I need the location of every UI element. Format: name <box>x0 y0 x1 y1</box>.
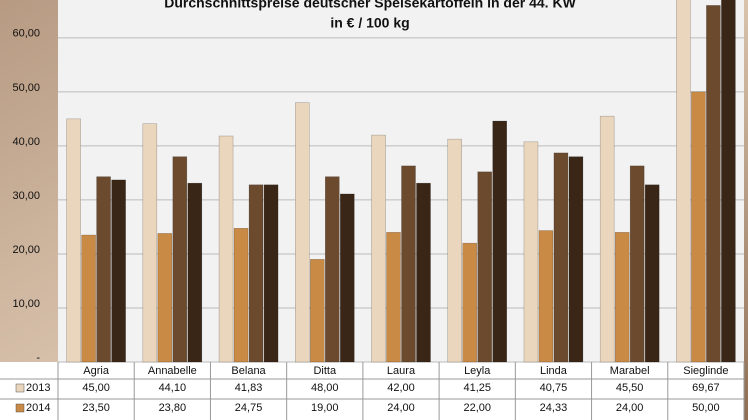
bar <box>644 184 660 363</box>
legend-swatch <box>15 403 25 413</box>
table-value: 24,33 <box>540 402 568 414</box>
y-tick-label: 30,00 <box>12 190 40 202</box>
x-tick-label: Leyla <box>464 365 491 377</box>
y-tick-label: 50,00 <box>12 82 40 94</box>
table-value: 22,00 <box>463 402 491 414</box>
table-value: 41,25 <box>463 382 491 394</box>
y-tick-label: 10,00 <box>12 298 40 310</box>
legend-label: 2013 <box>26 382 50 394</box>
bar <box>477 171 492 363</box>
bar <box>691 91 706 363</box>
bar <box>310 259 325 363</box>
table-value: 69,67 <box>692 382 720 394</box>
y-tick-label: - <box>36 352 40 364</box>
y-tick-label: 40,00 <box>12 136 40 148</box>
bar <box>340 193 355 363</box>
y-tick-label: 60,00 <box>12 28 40 40</box>
plot-area <box>58 0 744 362</box>
bar <box>721 0 736 363</box>
bar <box>248 184 264 363</box>
x-tick-label: Sieglinde <box>683 365 728 377</box>
bar <box>371 134 386 363</box>
x-tick-label: Laura <box>387 365 416 377</box>
table-value: 24,00 <box>616 402 644 414</box>
table-value: 45,50 <box>616 382 644 394</box>
table-value: 42,00 <box>387 382 415 394</box>
table-value: 45,00 <box>82 382 110 394</box>
bar <box>599 115 615 363</box>
bar <box>629 165 645 363</box>
bar <box>233 228 249 363</box>
bar <box>325 176 340 363</box>
bar <box>142 123 158 363</box>
x-tick-label: Agria <box>83 365 110 377</box>
bar <box>218 135 234 363</box>
bar <box>386 232 401 363</box>
chart-subtitle: in € / 100 kg <box>330 15 409 31</box>
bar <box>66 118 81 363</box>
bar <box>568 156 584 363</box>
bar <box>538 230 554 363</box>
bar <box>523 141 539 363</box>
bar <box>462 242 477 363</box>
bar <box>401 165 416 363</box>
y-tick-label: 20,00 <box>12 244 40 256</box>
table-value: 24,00 <box>387 402 415 414</box>
bar <box>614 232 630 363</box>
table-value: 44,10 <box>159 382 187 394</box>
bar <box>553 152 569 363</box>
bar <box>96 176 111 363</box>
table-value: 41,83 <box>235 382 263 394</box>
bar <box>416 182 431 363</box>
bar <box>81 234 96 363</box>
chart-title: Durchschnittspreise deutscher Speisekart… <box>164 0 576 11</box>
x-tick-label: Annabelle <box>148 365 197 377</box>
legend-swatch <box>15 383 25 393</box>
x-tick-label: Linda <box>540 365 568 377</box>
bar <box>111 179 126 363</box>
bar <box>676 0 691 363</box>
table-value: 40,75 <box>540 382 568 394</box>
bar <box>172 156 188 363</box>
x-tick-label: Belana <box>231 365 266 377</box>
table-value: 23,50 <box>82 402 110 414</box>
legend-label: 2014 <box>26 402 50 414</box>
bar <box>187 182 203 363</box>
bar <box>706 5 721 363</box>
bar <box>492 120 507 363</box>
table-value: 24,75 <box>235 402 263 414</box>
bar <box>263 184 279 363</box>
data-table <box>0 362 744 420</box>
x-tick-label: Marabel <box>610 365 650 377</box>
table-value: 19,00 <box>311 402 339 414</box>
table-value: 48,00 <box>311 382 339 394</box>
table-value: 23,80 <box>159 402 187 414</box>
x-tick-label: Ditta <box>313 365 337 377</box>
bar <box>157 233 173 363</box>
bar <box>295 102 310 363</box>
bar <box>447 138 462 363</box>
table-value: 50,00 <box>692 402 720 414</box>
